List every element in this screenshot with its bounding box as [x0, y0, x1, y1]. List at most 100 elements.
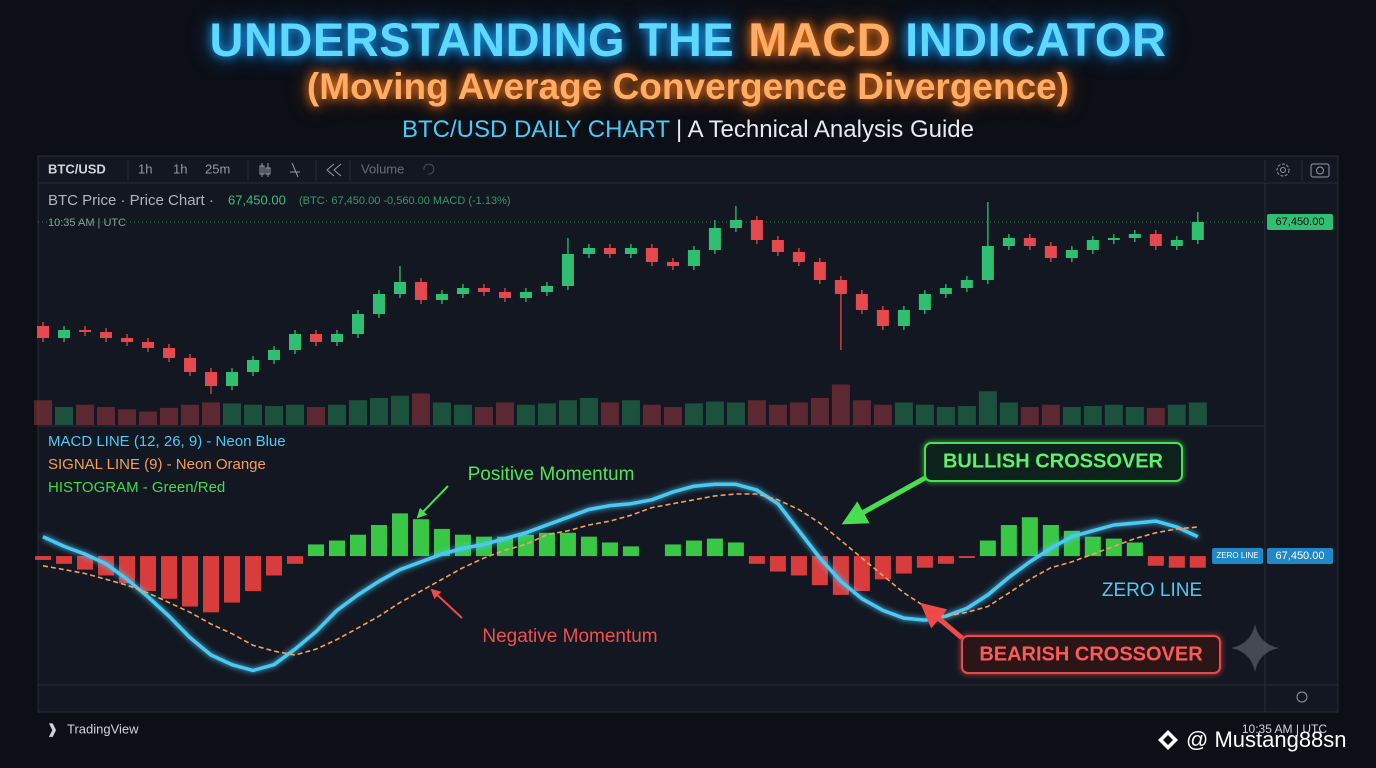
volume-bar: [999, 402, 1018, 425]
histogram-bar: [1189, 556, 1206, 568]
volume-bar: [810, 398, 829, 425]
candle-body: [813, 262, 826, 280]
candle-body: [79, 330, 92, 332]
callout-box: [924, 442, 1183, 482]
volume-bar: [600, 402, 619, 425]
candle-body: [309, 334, 322, 342]
zero-tag: ZERO LINE: [1216, 551, 1258, 560]
volume-bar: [936, 407, 955, 425]
histogram-bar: [1000, 525, 1017, 557]
volume-bar: [1125, 407, 1144, 425]
info-detail: (BTC· 67,450.00 -0,560.00 MACD (-1.13%): [299, 195, 511, 207]
volume-bar: [747, 400, 766, 425]
settings-icon[interactable]: [1276, 163, 1290, 177]
candles-icon[interactable]: [259, 163, 271, 177]
volume-bar: [348, 400, 367, 425]
interval[interactable]: 25m: [205, 161, 230, 176]
histogram-bar: [454, 534, 471, 557]
volume-bar: [1041, 404, 1060, 425]
info-label: BTC Price · Price Chart ·: [48, 192, 214, 209]
callout-box: [961, 635, 1221, 674]
sparkle-icon: [1231, 624, 1279, 672]
histogram-bar: [1042, 525, 1059, 557]
volume-bar: [1020, 407, 1039, 425]
callout-text: BEARISH CROSSOVER: [979, 643, 1203, 665]
volume-bar: [306, 407, 325, 425]
title-part: INDICATOR: [905, 13, 1167, 66]
camera-icon[interactable]: [1310, 163, 1330, 178]
candle-body: [1044, 246, 1057, 258]
candle-body: [582, 248, 595, 254]
candle-body: [939, 288, 952, 294]
histogram-bar: [433, 528, 450, 557]
volume-bar: [243, 404, 262, 425]
candle-body: [414, 282, 427, 300]
histogram-bar: [265, 556, 282, 576]
volume-bar: [873, 404, 892, 425]
footer-time: 10:35 AM | UTC: [1242, 722, 1327, 736]
histogram-bar: [1021, 517, 1038, 557]
volume-button[interactable]: Volume: [361, 161, 404, 176]
zero-tag: 67,450.00: [1276, 550, 1325, 562]
interval[interactable]: 1h: [173, 161, 187, 176]
zero-tag-box: [1267, 548, 1333, 565]
candle-body: [163, 348, 176, 358]
histogram-bar: [244, 556, 261, 591]
candle-body: [729, 220, 742, 228]
volume-bar: [1167, 404, 1186, 425]
candle-body: [771, 240, 784, 252]
candle-body: [267, 350, 280, 360]
info-price: 67,450.00: [228, 192, 286, 207]
histogram-bar: [224, 556, 241, 603]
volume-bar: [1104, 404, 1123, 425]
volume-bar: [160, 407, 179, 425]
volume-bar: [642, 404, 661, 425]
brand-logo: ❱: [47, 721, 58, 737]
volume-bar: [474, 407, 493, 425]
candle-body: [37, 326, 50, 338]
volume-bar: [537, 403, 556, 425]
histogram-bar: [874, 556, 891, 580]
volume-bar: [118, 409, 137, 425]
volume-bar: [726, 402, 745, 425]
candle-body: [246, 360, 259, 372]
macd-line: [42, 482, 1199, 673]
histogram-bar: [664, 544, 681, 557]
undo-icon[interactable]: [423, 163, 435, 175]
volume-bar: [432, 402, 451, 425]
candle-body: [1170, 240, 1183, 246]
replay-icon[interactable]: [326, 163, 342, 177]
histogram-bar: [916, 556, 933, 568]
candle-body: [1002, 238, 1015, 246]
volume-bar: [789, 402, 808, 425]
histogram-bar: [182, 556, 199, 607]
histogram-bar: [161, 556, 178, 599]
candle-body: [834, 280, 847, 294]
volume-bar: [223, 403, 242, 425]
symbol[interactable]: BTC/USD: [48, 161, 106, 176]
volume-bar: [1146, 407, 1165, 425]
histogram-bar: [1084, 536, 1101, 557]
volume-bar: [663, 407, 682, 425]
histogram-bar: [391, 513, 408, 557]
volume-bar: [453, 404, 472, 425]
time-icon[interactable]: [1296, 691, 1308, 703]
volume-bar: [495, 402, 514, 425]
title-part: UNDERSTANDING THE: [209, 13, 735, 66]
volume-bar: [621, 400, 640, 425]
histogram-bar: [706, 538, 723, 557]
histogram-bar: [412, 519, 429, 557]
marks-layer: [34, 202, 1207, 673]
annotation: Negative Momentum: [482, 626, 657, 647]
indicator-icon[interactable]: [290, 162, 300, 178]
candle-body: [540, 286, 553, 292]
tagline-part: | A Technical Analysis Guide: [676, 116, 975, 143]
settings-icon-core: [1280, 167, 1286, 173]
candle-body: [603, 248, 616, 254]
interval[interactable]: 1h: [138, 161, 152, 176]
volume-bar: [915, 404, 934, 425]
volume-bar: [516, 404, 535, 425]
annotation: Positive Momentum: [468, 464, 635, 485]
histogram-bar: [727, 542, 744, 557]
volume-bar: [327, 404, 346, 425]
